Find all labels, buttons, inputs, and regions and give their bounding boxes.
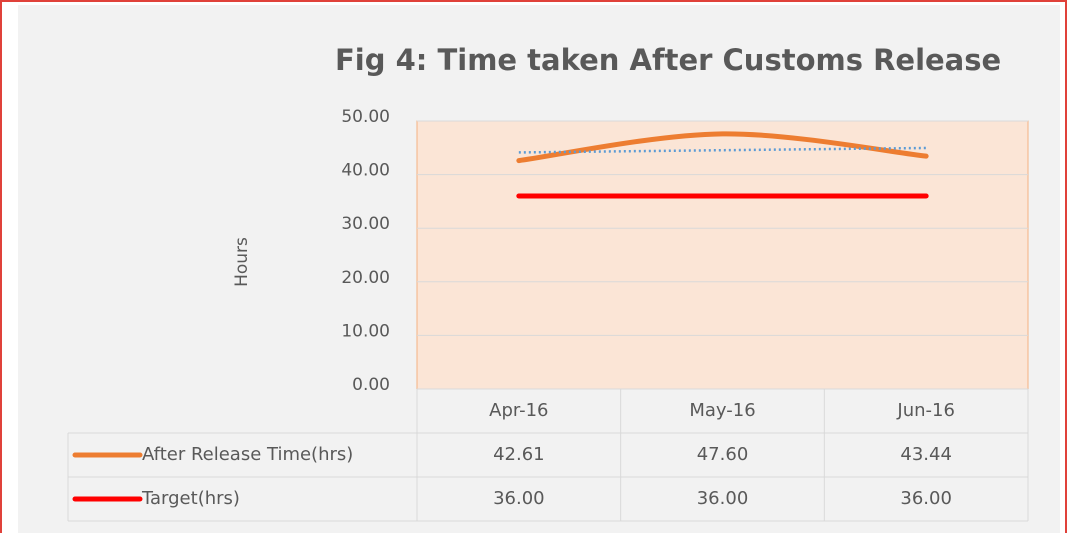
y-tick-label: 40.00 bbox=[341, 161, 390, 181]
y-tick-label: 20.00 bbox=[341, 268, 390, 288]
table-value: 42.61 bbox=[493, 444, 545, 465]
y-tick-label: 30.00 bbox=[341, 214, 390, 234]
table-value: 47.60 bbox=[697, 444, 749, 465]
y-tick-label: 10.00 bbox=[341, 321, 390, 341]
legend-label: After Release Time(hrs) bbox=[142, 444, 353, 465]
chart-title: Fig 4: Time taken After Customs Release bbox=[335, 43, 1001, 77]
table-value: 36.00 bbox=[697, 488, 749, 509]
y-tick-label: 50.00 bbox=[341, 107, 390, 127]
x-tick-label: May-16 bbox=[689, 400, 755, 421]
y-tick-label: 0.00 bbox=[352, 375, 390, 395]
legend-label: Target(hrs) bbox=[141, 488, 240, 509]
series-line bbox=[516, 131, 929, 164]
x-tick-label: Jun-16 bbox=[896, 400, 955, 421]
plot-area bbox=[416, 120, 1029, 390]
table-value: 43.44 bbox=[900, 444, 952, 465]
table-value: 36.00 bbox=[493, 488, 545, 509]
x-tick-label: Apr-16 bbox=[489, 400, 548, 421]
table-value: 36.00 bbox=[900, 488, 952, 509]
y-axis-label: Hours bbox=[232, 237, 252, 287]
